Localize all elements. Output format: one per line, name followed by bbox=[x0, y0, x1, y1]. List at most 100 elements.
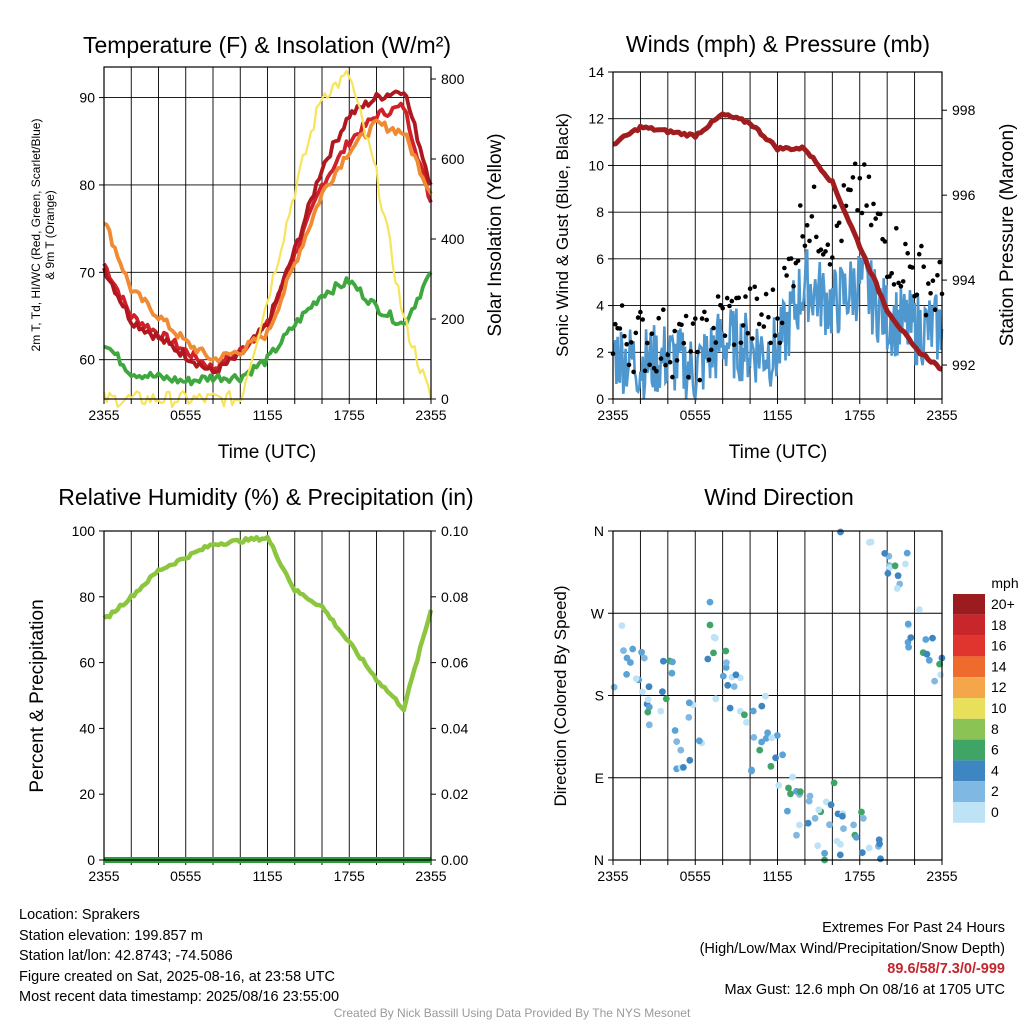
dir-point bbox=[680, 764, 687, 771]
dir-point bbox=[775, 782, 783, 789]
dir-point bbox=[730, 683, 738, 690]
dir-point bbox=[837, 528, 844, 536]
wind-gust-point bbox=[663, 362, 668, 368]
wind-gust-point bbox=[827, 262, 833, 267]
legend-swatch bbox=[953, 635, 985, 657]
wind-ytick-label: 8 bbox=[596, 204, 604, 220]
temp-ytick-right-label: 200 bbox=[441, 311, 465, 327]
wind-gust-point bbox=[674, 358, 680, 363]
dir-ylabel-left: Direction (Colored By Speed) bbox=[551, 585, 570, 806]
dir-point bbox=[618, 622, 626, 629]
dir-point bbox=[858, 849, 866, 856]
dir-point bbox=[645, 721, 653, 729]
wind-gust-point bbox=[761, 324, 767, 329]
extremes-values: 89.6/58/7.3/0/-999 bbox=[887, 961, 1005, 977]
dir-point bbox=[710, 633, 718, 641]
legend-label: 6 bbox=[991, 742, 999, 758]
dir-point bbox=[722, 664, 730, 671]
wind-gust-point bbox=[770, 287, 776, 293]
wind-ytick-right-label: 998 bbox=[952, 102, 976, 118]
dir-xtick-label: 2355 bbox=[926, 868, 957, 884]
wind-ytick-label: 12 bbox=[588, 111, 604, 127]
wind-gust-point bbox=[697, 377, 703, 383]
wind-gust-point bbox=[667, 359, 673, 365]
wind-gust-point bbox=[891, 282, 897, 287]
wind-gust-point bbox=[654, 368, 659, 374]
created-text: Figure created on Sat, 2025-08-16, at 23… bbox=[19, 968, 335, 985]
dir-point bbox=[768, 734, 776, 742]
wind-gust-point bbox=[681, 340, 687, 346]
wind-gust-point bbox=[686, 374, 691, 380]
rh-series-humidity bbox=[102, 534, 434, 713]
extremes-title: Extremes For Past 24 Hours bbox=[822, 920, 1005, 936]
temp-xtick-label: 1755 bbox=[334, 407, 365, 423]
wind-gust-point bbox=[921, 264, 926, 270]
wind-gust-point bbox=[768, 340, 773, 346]
dir-point bbox=[758, 738, 765, 746]
rh-ytick-right-label: 0.02 bbox=[441, 786, 468, 802]
wind-gust-point bbox=[866, 174, 872, 180]
dir-point bbox=[839, 812, 846, 820]
dir-xtick-label: 0555 bbox=[680, 868, 711, 884]
legend-label: 4 bbox=[991, 762, 999, 778]
dir-point bbox=[806, 792, 814, 800]
wind-gust-point bbox=[629, 340, 634, 345]
dir-point bbox=[750, 734, 758, 741]
wind-ytick-label: 6 bbox=[596, 251, 604, 267]
dir-point bbox=[826, 821, 833, 829]
wind-gust-point bbox=[702, 309, 707, 315]
dir-point bbox=[695, 737, 703, 745]
wind-gust-point bbox=[740, 323, 746, 328]
temp-ylabel-left-1: 2m T, Td, HI/WC (Red, Green, Scarlet/Blu… bbox=[29, 119, 43, 352]
wind-gust-point bbox=[727, 303, 732, 309]
dir-point bbox=[893, 585, 901, 592]
wind-gust-point bbox=[878, 211, 883, 217]
dir-point bbox=[669, 658, 676, 666]
temp-series-hi-wc bbox=[102, 89, 433, 375]
wind-gust-point bbox=[743, 294, 748, 299]
wind-gust-point bbox=[887, 274, 892, 279]
credit-text: Created By Nick Bassill Using Data Provi… bbox=[333, 1006, 691, 1020]
dir-point bbox=[904, 620, 912, 628]
wind-gust-point bbox=[642, 368, 648, 374]
wind-gust-point bbox=[713, 340, 719, 345]
dir-point bbox=[907, 634, 915, 641]
dir-point bbox=[762, 692, 769, 700]
wind-gust-point bbox=[731, 342, 737, 348]
wind-ylabel-left: Sonic Wind & Gust (Blue, Black) bbox=[553, 113, 572, 357]
dir-point bbox=[787, 790, 794, 798]
wind-gust-point bbox=[836, 220, 842, 226]
dir-point bbox=[764, 729, 771, 737]
dir-point bbox=[668, 669, 676, 677]
legend-label: 18 bbox=[991, 617, 1007, 633]
dir-point bbox=[712, 695, 720, 703]
dir-point bbox=[710, 649, 717, 657]
dir-point bbox=[629, 645, 637, 653]
wind-gust-point bbox=[647, 362, 652, 368]
wind-gust-point bbox=[841, 183, 847, 188]
dir-point bbox=[767, 762, 775, 770]
dir-point bbox=[719, 672, 727, 680]
wind-gust-point bbox=[763, 291, 769, 297]
dir-point bbox=[779, 751, 786, 759]
wind-gust-point bbox=[626, 362, 632, 368]
dir-point bbox=[903, 549, 911, 557]
wind-gust-point bbox=[814, 234, 819, 240]
dir-point bbox=[706, 598, 714, 606]
wind-gust-point bbox=[633, 330, 639, 336]
dir-point bbox=[796, 821, 803, 829]
dir-point bbox=[881, 550, 889, 557]
dir-point bbox=[929, 634, 936, 642]
wind-gust-point bbox=[738, 340, 744, 346]
rh-ytick-label: 20 bbox=[79, 786, 95, 802]
legend-swatch bbox=[953, 718, 985, 740]
wind-ylabel-right: Station Pressure (Maroon) bbox=[997, 124, 1018, 347]
dir-legend: mph 20+ 18 16 14 12 10 8 6 4 2 0 bbox=[953, 575, 1019, 823]
dir-point bbox=[905, 643, 912, 651]
rh-ytick-right-label: 0.00 bbox=[441, 852, 468, 868]
wind-gust-point bbox=[722, 333, 728, 339]
temp-xtick-label: 2355 bbox=[415, 407, 446, 423]
temp-xlabel: Time (UTC) bbox=[218, 442, 317, 463]
dir-point bbox=[815, 806, 823, 814]
